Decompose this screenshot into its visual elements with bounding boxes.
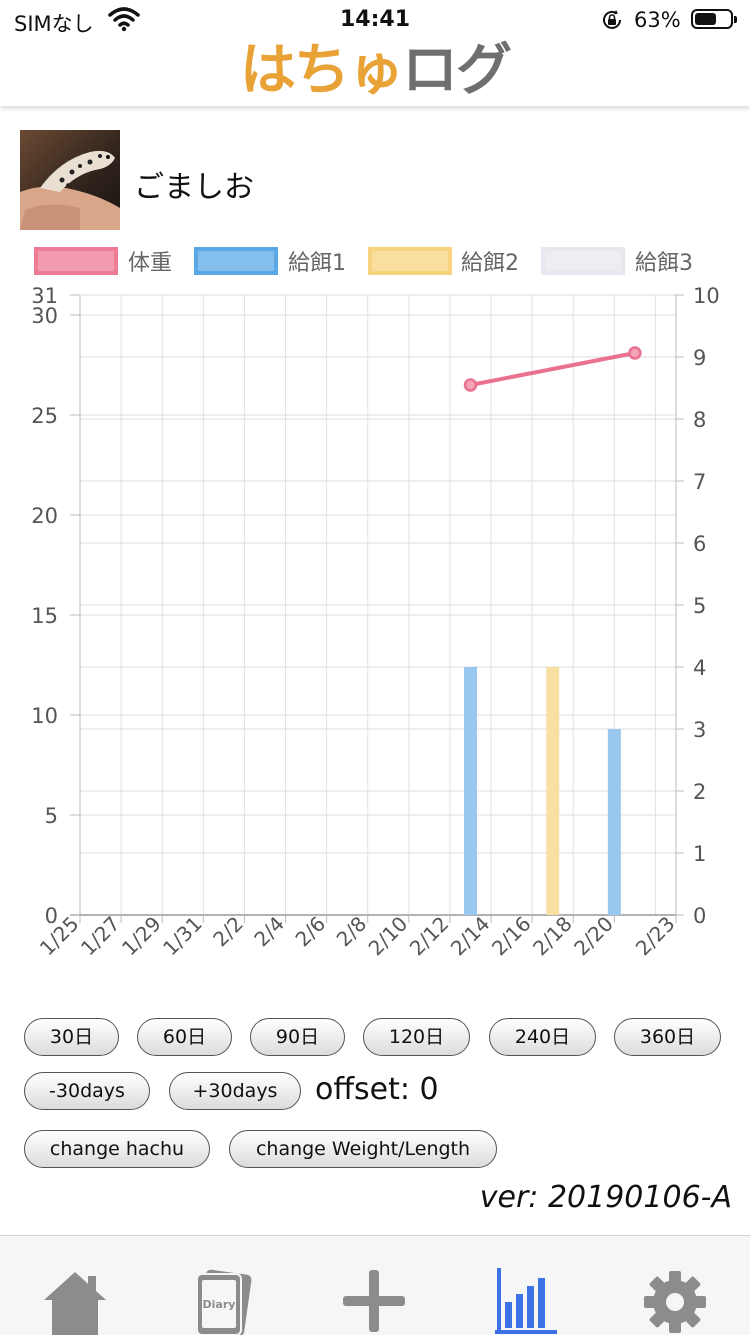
- y-right-tick-label: 6: [693, 532, 706, 556]
- legend-swatch: [34, 247, 118, 275]
- y-left-tick-label: 5: [45, 804, 58, 828]
- home-icon: [44, 1272, 106, 1335]
- x-tick-label: 2/16: [487, 912, 536, 961]
- y-right-tick-label: 7: [693, 470, 706, 494]
- clock: 14:41: [339, 7, 411, 32]
- orientation-lock-icon: [603, 10, 621, 29]
- battery-percent: 63%: [634, 8, 681, 32]
- y-right-tick-label: 2: [693, 780, 706, 804]
- range-60-button[interactable]: 60日: [137, 1018, 232, 1056]
- bar-給餌1: [607, 729, 621, 915]
- y-right-tick-label: 5: [693, 594, 706, 618]
- x-tick-label: 2/4: [249, 912, 289, 952]
- logo-log: ログ: [402, 38, 512, 103]
- version-label: ver: 20190106-A: [479, 1180, 732, 1215]
- minus-30days-button[interactable]: -30days: [24, 1072, 150, 1110]
- range-120-button[interactable]: 120日: [363, 1018, 470, 1056]
- range-240-button[interactable]: 240日: [489, 1018, 596, 1056]
- y-left-tick-label: 31: [31, 284, 58, 308]
- x-tick-label: 2/10: [364, 912, 413, 961]
- diary-icon: Diary: [196, 1269, 252, 1337]
- y-right-tick-label: 9: [693, 346, 706, 370]
- x-tick-label: 2/18: [528, 912, 577, 961]
- x-tick-label: 2/23: [631, 912, 680, 961]
- line-体重: [470, 351, 636, 387]
- range-90-button[interactable]: 90日: [250, 1018, 345, 1056]
- x-tick-label: 2/12: [405, 912, 454, 961]
- tab-diary[interactable]: Diary: [190, 1266, 260, 1337]
- y-right-tick-label: 1: [693, 842, 706, 866]
- y-right-tick-label: 8: [693, 408, 706, 432]
- change-weight-length-button[interactable]: change Weight/Length: [229, 1130, 497, 1168]
- y-right-tick-label: 10: [693, 284, 720, 308]
- x-tick-label: 2/14: [446, 912, 495, 961]
- tab-add[interactable]: [339, 1266, 409, 1335]
- battery-fill: [695, 13, 717, 25]
- carrier-label: SIMなし: [14, 12, 94, 36]
- app-header: はちゅログ: [0, 38, 750, 106]
- diary-icon-label: Diary: [203, 1298, 236, 1311]
- y-left-tick-label: 10: [31, 704, 58, 728]
- range-360-button[interactable]: 360日: [614, 1018, 721, 1056]
- plus-30days-button[interactable]: +30days: [169, 1072, 301, 1110]
- logo-hachu: はちゅ: [240, 38, 404, 103]
- gecko-photo: [20, 130, 120, 230]
- offset-label: offset: 0: [315, 1072, 439, 1107]
- legend-label: 給餌3: [635, 251, 693, 276]
- bar-給餌1: [463, 667, 477, 915]
- tab-settings[interactable]: [640, 1266, 710, 1335]
- y-right-tick-label: 0: [693, 904, 706, 928]
- point-体重: [628, 346, 642, 360]
- tab-home[interactable]: [40, 1266, 110, 1335]
- wifi-icon: [108, 7, 140, 32]
- x-tick-label: 1/25: [35, 912, 84, 961]
- bar-給餌2: [546, 667, 560, 915]
- y-right-tick-label: 4: [693, 656, 706, 680]
- app-logo: はちゅログ: [0, 38, 750, 104]
- battery-nub: [734, 16, 737, 23]
- change-hachu-button[interactable]: change hachu: [24, 1130, 210, 1168]
- y-left-tick-label: 25: [31, 404, 58, 428]
- y-left-tick-label: 0: [45, 904, 58, 928]
- bar-chart-icon: [495, 1268, 557, 1334]
- y-left-tick-label: 20: [31, 504, 58, 528]
- battery-icon: [691, 9, 737, 29]
- legend-label: 給餌1: [288, 251, 346, 276]
- pet-name: ごましお: [134, 170, 254, 205]
- y-right-tick-label: 3: [693, 718, 706, 742]
- status-bar: SIMなし 14:41 63%: [0, 0, 750, 40]
- y-left-tick-label: 30: [31, 304, 58, 328]
- legend-label: 給餌2: [461, 251, 519, 276]
- legend-label: 体重: [128, 251, 172, 276]
- point-体重: [463, 378, 478, 392]
- legend-swatch: [541, 247, 625, 275]
- x-tick-label: 1/27: [76, 912, 125, 961]
- x-tick-label: 1/31: [158, 912, 207, 961]
- x-tick-label: 2/2: [208, 912, 248, 952]
- legend-swatch: [368, 247, 452, 275]
- legend-swatch: [194, 247, 278, 275]
- x-tick-label: 1/29: [117, 912, 166, 961]
- x-tick-label: 2/20: [569, 912, 618, 961]
- range-30-button[interactable]: 30日: [24, 1018, 119, 1056]
- tab-graph[interactable]: [491, 1266, 561, 1335]
- y-left-tick-label: 15: [31, 604, 58, 628]
- plus-icon: [343, 1270, 405, 1332]
- gear-icon: [644, 1271, 706, 1333]
- tab-bar: Diary: [0, 1235, 750, 1337]
- x-tick-label: 2/6: [290, 912, 330, 952]
- pet-avatar[interactable]: [20, 130, 120, 230]
